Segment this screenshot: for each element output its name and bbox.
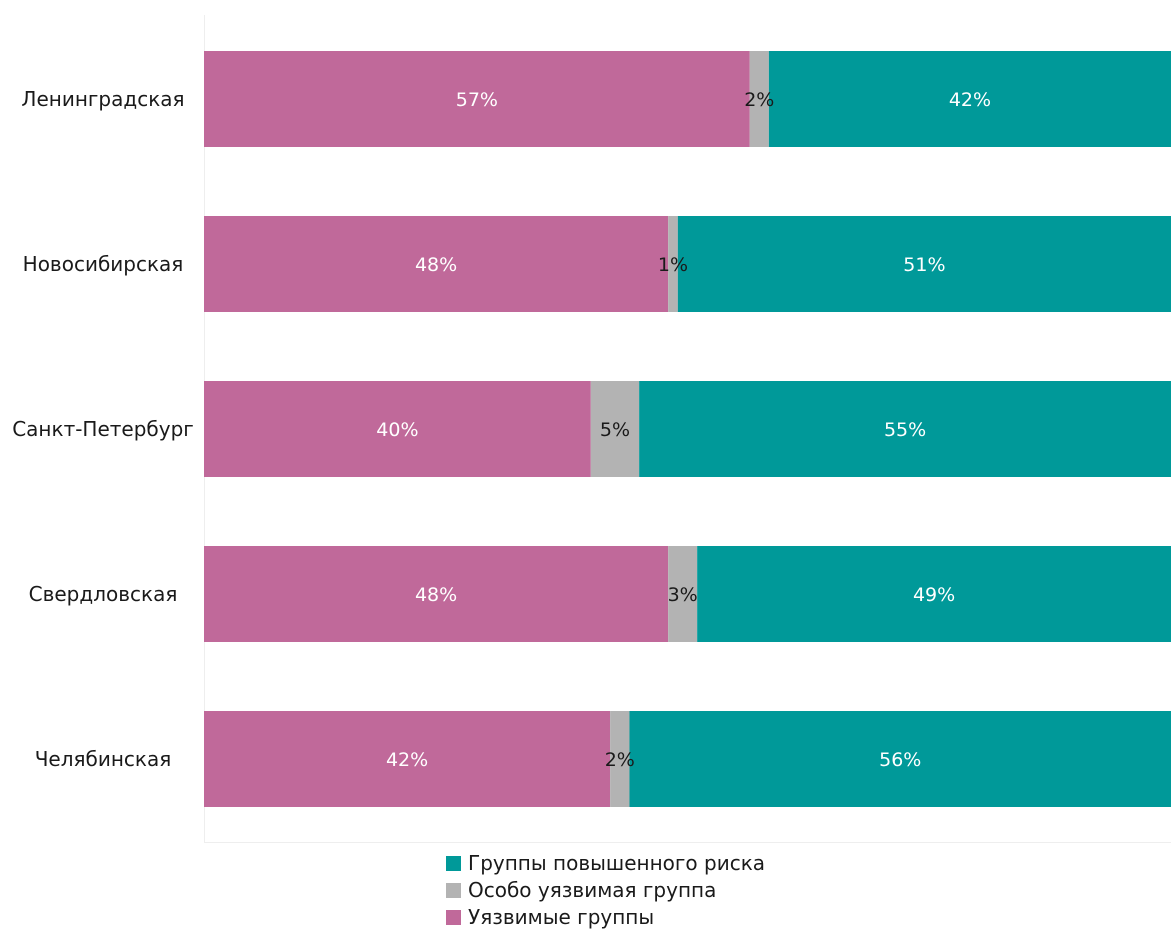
category-label: Ленинградская [21,87,184,111]
bar-segment-high-risk [629,711,1171,807]
data-label-vulnerable: 48% [415,584,457,606]
data-label-vulnerable: 57% [456,89,498,111]
category-labels: Ленинградская Новосибирская Санкт-Петербур… [12,87,194,771]
data-label-especially-vulnerable: 5% [600,419,630,441]
data-label-vulnerable: 42% [386,749,428,771]
data-label-especially-vulnerable: 2% [744,89,774,111]
legend-label: Уязвимые группы [468,905,655,929]
legend-label: Особо уязвимая группа [468,878,717,902]
legend-swatch-square-icon [446,883,461,898]
legend-swatch-square-icon [446,856,461,871]
bar-segment-vulnerable [204,51,750,147]
category-label: Новосибирская [23,252,184,276]
bar-segment-vulnerable [204,216,669,312]
legend-item-especially-vulnerable: Особо уязвимая группа [446,877,765,904]
category-label: Свердловская [29,582,178,606]
legend: Группы повышенного риска Особо уязвимая … [446,850,765,931]
category-label: Челябинская [35,747,172,771]
legend-label: Группы повышенного риска [468,851,766,875]
bar-segment-especially-vulnerable [610,711,630,807]
legend-item-high-risk: Группы повышенного риска [446,850,765,877]
data-label-high-risk: 51% [903,254,945,276]
data-label-high-risk: 49% [913,584,955,606]
bar-segment-vulnerable [204,546,669,642]
bar-segment-vulnerable [204,381,591,477]
bar-segment-especially-vulnerable [590,381,640,477]
bar-segment-especially-vulnerable [668,546,698,642]
category-label: Санкт-Петербург [12,417,194,441]
data-label-especially-vulnerable: 2% [605,749,635,771]
bar-segment-high-risk [768,51,1171,147]
bar-segment-high-risk [639,381,1171,477]
data-label-high-risk: 56% [879,749,921,771]
bar-segment-high-risk [677,216,1171,312]
bar-segment-especially-vulnerable [668,216,678,312]
data-label-high-risk: 42% [949,89,991,111]
bar-segment-high-risk [697,546,1171,642]
data-label-high-risk: 55% [884,419,926,441]
data-label-especially-vulnerable: 3% [668,584,698,606]
data-label-vulnerable: 48% [415,254,457,276]
bars-layer [204,51,1171,807]
bar-segment-vulnerable [204,711,611,807]
bar-segment-especially-vulnerable [749,51,769,147]
legend-swatch-square-icon [446,910,461,925]
labels-layer: 57% 2% 42% 48% 1% 51% 40% 5% 55% 48% 3% 49% 42% 2% 56% [376,89,991,771]
data-label-vulnerable: 40% [376,419,418,441]
legend-item-vulnerable: Уязвимые группы [446,904,765,931]
data-label-especially-vulnerable: 1% [658,254,688,276]
